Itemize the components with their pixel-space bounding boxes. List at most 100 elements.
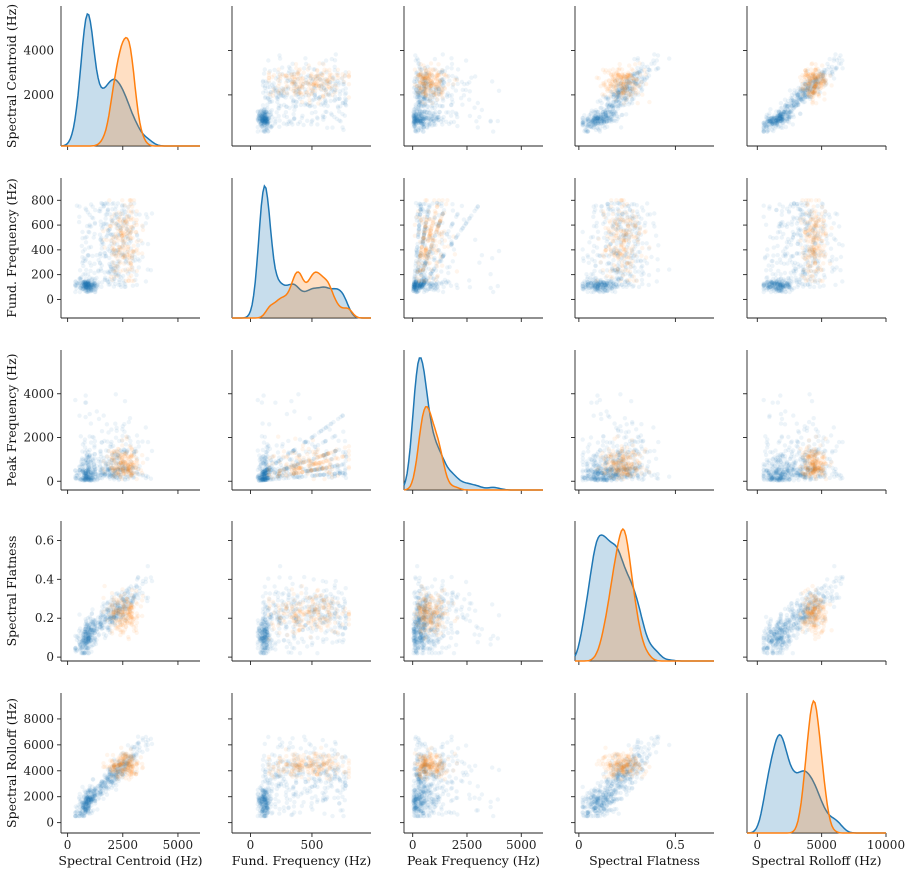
point-blue xyxy=(262,118,268,124)
point-blue xyxy=(284,104,289,110)
point-orange xyxy=(301,70,306,75)
point-blue xyxy=(335,96,340,102)
point-orange xyxy=(617,61,622,67)
point-orange xyxy=(639,253,644,258)
point-orange xyxy=(125,244,130,250)
point-blue xyxy=(149,211,155,216)
point-blue xyxy=(285,86,291,92)
point-orange xyxy=(126,229,132,234)
point-blue xyxy=(318,83,323,88)
point-blue xyxy=(265,85,270,90)
point-orange xyxy=(140,251,145,256)
point-blue xyxy=(488,118,493,124)
point-blue xyxy=(788,109,794,115)
point-orange xyxy=(424,198,429,203)
point-blue xyxy=(580,247,585,252)
point-orange xyxy=(134,268,139,274)
point-orange xyxy=(122,223,128,229)
point-blue xyxy=(290,69,295,74)
point-blue xyxy=(422,287,427,293)
point-orange xyxy=(129,264,134,269)
point-orange xyxy=(423,246,429,251)
point-blue xyxy=(595,229,601,234)
point-blue xyxy=(591,210,597,215)
point-blue xyxy=(788,95,793,101)
point-blue xyxy=(312,104,317,109)
point-orange xyxy=(426,278,431,283)
point-blue xyxy=(260,119,265,124)
point-blue xyxy=(445,265,450,270)
point-orange xyxy=(628,92,633,97)
point-blue xyxy=(77,214,82,219)
point-orange xyxy=(418,273,424,279)
point-blue xyxy=(827,56,832,62)
point-blue xyxy=(426,286,431,292)
point-blue xyxy=(477,260,482,265)
point-orange xyxy=(270,93,276,99)
point-orange xyxy=(820,63,825,68)
point-orange xyxy=(627,269,633,275)
point-blue xyxy=(640,281,645,287)
point-orange xyxy=(309,71,314,77)
point-blue xyxy=(490,256,495,261)
point-orange xyxy=(612,88,617,94)
point-blue xyxy=(632,56,637,62)
point-blue xyxy=(467,113,473,119)
point-orange xyxy=(452,252,458,257)
point-blue xyxy=(300,84,305,89)
point-orange xyxy=(630,86,635,92)
point-blue xyxy=(311,97,316,102)
point-orange xyxy=(617,81,622,86)
point-orange xyxy=(417,254,423,260)
point-blue xyxy=(413,121,418,126)
point-orange xyxy=(809,83,815,88)
point-orange xyxy=(803,70,809,75)
point-blue xyxy=(290,122,295,127)
point-blue xyxy=(145,215,150,220)
point-orange xyxy=(306,63,311,68)
point-blue xyxy=(446,270,451,276)
point-blue xyxy=(261,71,267,76)
point-blue xyxy=(269,99,275,104)
point-blue xyxy=(270,123,275,128)
point-blue xyxy=(107,231,113,237)
point-blue xyxy=(462,82,467,87)
point-blue xyxy=(262,116,267,122)
point-blue xyxy=(467,278,472,283)
point-blue xyxy=(300,81,306,87)
point-blue xyxy=(134,272,139,278)
point-orange xyxy=(118,223,124,228)
point-blue xyxy=(74,283,79,288)
point-orange xyxy=(113,254,118,259)
point-orange xyxy=(430,77,436,83)
point-blue xyxy=(258,113,263,118)
point-blue xyxy=(80,259,86,264)
point-orange xyxy=(428,274,433,279)
point-blue xyxy=(444,110,449,115)
point-blue xyxy=(448,113,454,118)
point-blue xyxy=(262,67,267,72)
point-orange xyxy=(133,229,139,235)
point-blue xyxy=(92,270,97,276)
point-blue xyxy=(328,98,333,104)
point-blue xyxy=(265,121,270,127)
point-blue xyxy=(606,288,611,293)
point-blue xyxy=(833,52,838,57)
point-orange xyxy=(280,72,286,77)
point-orange xyxy=(334,85,339,91)
point-orange xyxy=(122,261,127,266)
point-blue xyxy=(332,64,337,70)
point-orange xyxy=(608,72,614,77)
point-orange xyxy=(419,80,425,85)
point-blue xyxy=(272,86,277,91)
point-orange xyxy=(335,67,341,73)
point-blue xyxy=(264,119,269,124)
point-orange xyxy=(412,233,418,238)
point-orange xyxy=(121,254,126,260)
point-blue xyxy=(341,79,346,85)
point-orange xyxy=(630,259,635,264)
point-blue xyxy=(260,79,266,85)
point-blue xyxy=(130,283,136,288)
point-blue xyxy=(81,263,86,269)
point-orange xyxy=(115,238,121,243)
